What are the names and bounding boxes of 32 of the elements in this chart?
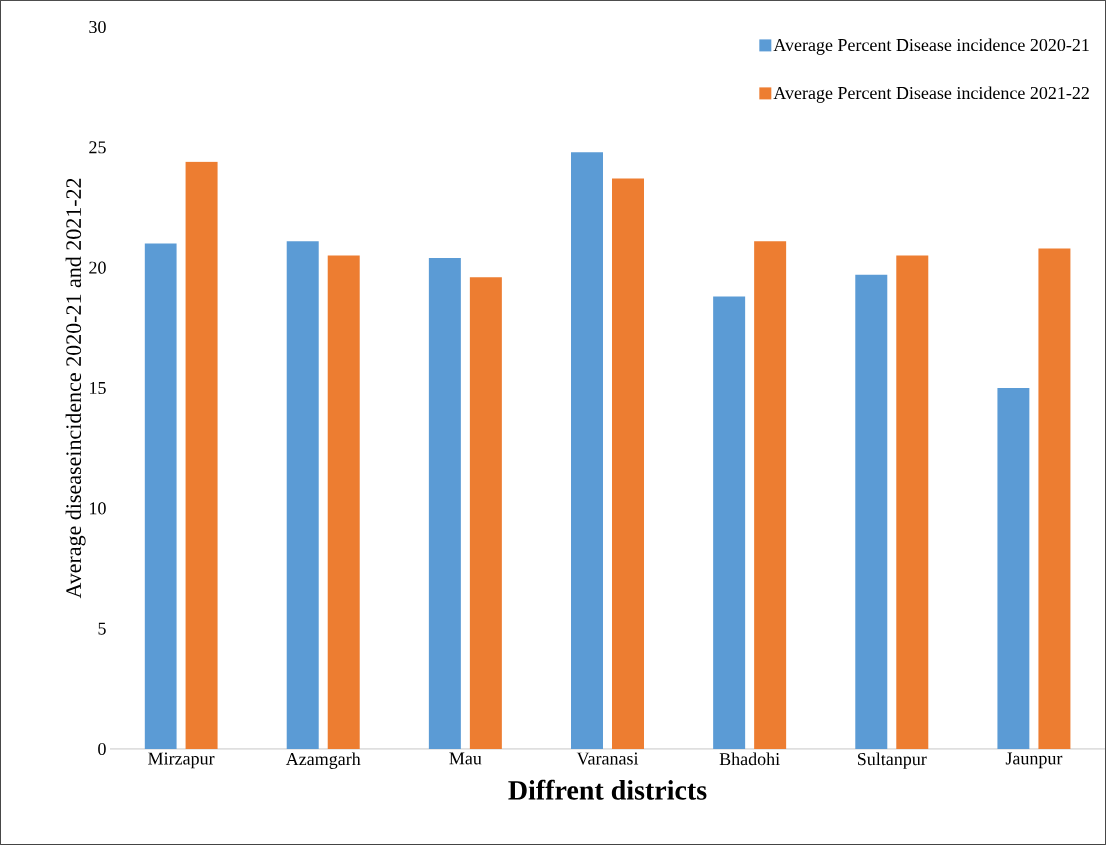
bar [612,178,644,749]
x-tick-label: Jaunpur [1005,752,1063,769]
y-tick-label: 0 [98,742,106,756]
y-tick-label: 25 [89,141,106,154]
bar [327,255,360,749]
x-tick-label: Mau [449,752,482,765]
bar [144,243,177,749]
bar [571,152,603,749]
bar [713,296,746,749]
legend-label: Average Percent Disease incidence 2021-22 [773,86,1089,103]
y-axis-title: Average diseaseincidence 2020-21 and 2021-22 [65,178,86,599]
y-tick-label: 30 [89,20,106,34]
x-tick-label: Varanasi [576,752,639,765]
bar [469,277,502,749]
x-tick-label: Sultanpur [857,752,927,769]
bar [896,255,929,749]
x-tick-label: Bhadohi [719,752,780,766]
bar [286,241,319,749]
legend-label: Average Percent Disease incidence 2020-21 [773,38,1089,55]
bar [1038,248,1071,749]
bar [997,387,1030,749]
x-tick-label: Mirzapur [148,752,215,769]
y-tick-label: 10 [90,502,106,515]
bar [428,258,461,749]
y-tick-label: 20 [89,261,106,274]
bar [754,241,787,749]
x-axis-title: Diffrent districts [508,779,707,800]
y-tick-label: 15 [90,381,106,395]
bar [855,274,888,749]
bar [185,161,218,749]
x-tick-label: Azamgarh [285,752,361,769]
y-tick-label: 5 [98,622,106,635]
